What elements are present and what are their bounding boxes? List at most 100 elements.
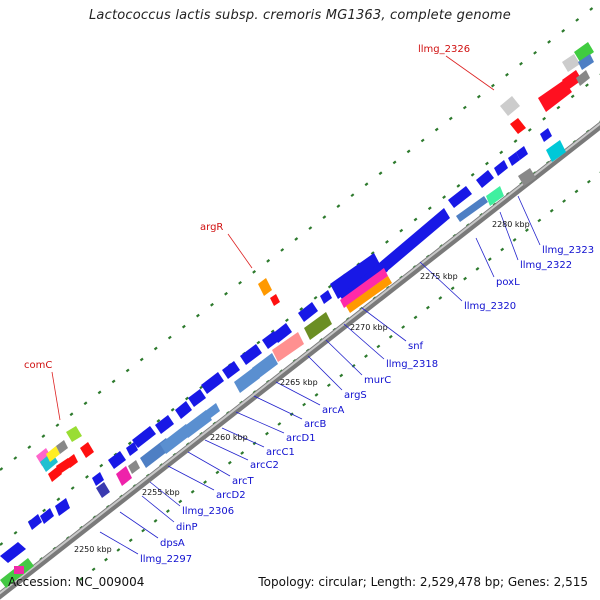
tick-mark [570, 94, 575, 99]
tick-mark [270, 329, 275, 334]
tick-mark [339, 373, 344, 378]
reverse-strand-genes [0, 96, 566, 588]
label-leader [141, 495, 175, 523]
tick-mark [499, 150, 504, 155]
tick-mark [165, 509, 170, 514]
tick-mark [56, 497, 61, 502]
gene-arrow [155, 415, 174, 434]
label-leader [419, 261, 463, 302]
gene-label: dpsA [160, 538, 185, 549]
tick-mark [139, 357, 144, 362]
tick-mark [442, 195, 447, 199]
tick-mark [156, 419, 161, 423]
tick-mark [500, 247, 505, 252]
gene-label: llmg_2323 [542, 245, 594, 256]
tick-mark [70, 486, 75, 490]
genome-backbone [0, 121, 600, 600]
gene-arrow [448, 186, 472, 208]
forward-strand-genes [0, 128, 552, 563]
tick-mark [542, 116, 547, 121]
gene-arrow [320, 290, 332, 304]
tick-mark [85, 474, 89, 479]
tick-mark [69, 412, 74, 417]
gene-arrow [486, 186, 504, 206]
gene-arrow [494, 160, 508, 176]
label-leader [499, 211, 519, 261]
tick-mark [513, 139, 518, 144]
gene-arrow [240, 344, 262, 365]
tick-mark [476, 94, 481, 99]
tick-mark [0, 467, 4, 471]
label-leader [227, 233, 253, 269]
tick-mark [153, 518, 158, 523]
label-leader [517, 195, 541, 246]
gene-arrow [510, 118, 526, 134]
scale-label: 2250 kbp [74, 545, 112, 554]
tick-mark [125, 368, 130, 373]
gene-arrow [298, 302, 318, 322]
tick-mark [574, 189, 579, 194]
tick-mark [111, 379, 116, 384]
gene-label: arcT [232, 476, 255, 487]
tick-mark [91, 567, 96, 572]
tick-mark [252, 441, 257, 446]
tick-mark [547, 39, 552, 44]
tick-mark [425, 305, 430, 310]
tick-mark [27, 445, 32, 449]
label-leader [221, 427, 265, 448]
gene-arrow [28, 514, 42, 530]
gene-label: arcB [304, 419, 327, 430]
gene-arrow [546, 140, 566, 162]
gene-label: murC [364, 375, 391, 386]
scale-labels: 2250 kbp 2255 kbp 2260 kbp 2265 kbp 2270 kbp… [74, 220, 530, 554]
tick-mark [427, 206, 432, 211]
label-leader [307, 355, 343, 391]
tick-mark [485, 161, 489, 166]
label-leader [475, 237, 495, 278]
tick-mark [336, 204, 341, 209]
gene-arrow [196, 403, 220, 426]
scale-label: 2265 kbp [280, 378, 318, 387]
tick-mark [463, 276, 467, 281]
gene-arrow [116, 466, 132, 486]
gene-arrow [304, 312, 332, 340]
tick-mark [533, 50, 537, 55]
reverse-gene-labels: llmg_2297 dpsA dinP llmg_2306 arcD2 arcT arcC2… [99, 195, 594, 565]
scale-label: 2255 kbp [142, 488, 180, 497]
tick-mark [266, 259, 271, 263]
gene-label: llmg_2326 [418, 44, 470, 55]
tick-mark [170, 407, 175, 412]
tick-mark [97, 390, 102, 395]
label-leader [119, 511, 159, 539]
gene-arrow [252, 353, 278, 379]
tick-mark [470, 172, 475, 177]
tick-mark [41, 434, 46, 439]
tick-mark [238, 280, 242, 285]
gene-arrow [160, 424, 192, 454]
gene-arrow [518, 168, 536, 186]
label-leader [325, 339, 363, 376]
tick-mark [227, 460, 232, 465]
tick-mark [203, 480, 207, 484]
gene-arrow [330, 253, 382, 299]
gene-label: llmg_2306 [182, 506, 234, 517]
tick-mark [401, 325, 406, 329]
scale-label: 2275 kbp [420, 272, 458, 281]
gene-arrow [108, 451, 126, 469]
tick-mark [413, 315, 418, 320]
tick-mark [224, 291, 228, 296]
label-leader [51, 371, 61, 421]
forward-gene-labels: comC argR llmg_2326 [24, 44, 495, 421]
gene-block [14, 566, 24, 574]
gene-label: arcA [322, 405, 345, 416]
tick-mark [322, 215, 327, 219]
upper-right-gene-cluster [538, 42, 594, 112]
tick-mark [364, 182, 369, 187]
accession-text: Accession: NC_009004 [8, 575, 145, 589]
tick-mark [210, 302, 214, 307]
tick-mark [127, 441, 132, 446]
tick-mark [116, 548, 121, 552]
gene-label: llmg_2318 [386, 359, 438, 370]
tick-mark [519, 61, 523, 66]
